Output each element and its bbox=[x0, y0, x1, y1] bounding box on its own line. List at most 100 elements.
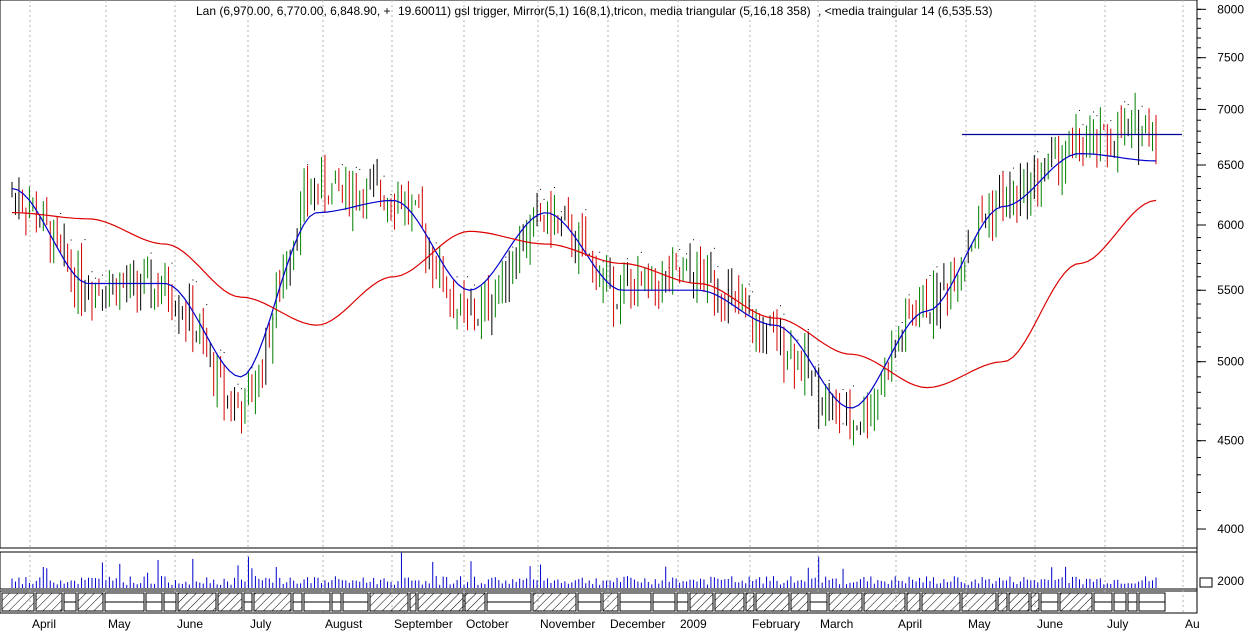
timeline-block bbox=[464, 592, 486, 612]
volume-axis-label: 2000 bbox=[1217, 574, 1244, 588]
trigger-dot bbox=[560, 211, 562, 213]
timeline-block bbox=[417, 592, 464, 612]
trigger-dot bbox=[853, 385, 855, 387]
price-panel-frame bbox=[0, 0, 1198, 549]
trigger-dot bbox=[814, 366, 816, 368]
trigger-dot bbox=[779, 305, 781, 307]
chart-title-overlap: 19.60011) gsl trigger, Mirror(5,1) 16(8,… bbox=[398, 4, 811, 18]
month-label: June bbox=[177, 617, 203, 631]
trigger-dot bbox=[512, 246, 514, 248]
month-label: October bbox=[466, 617, 509, 631]
month-label: November bbox=[540, 617, 595, 631]
trigger-dot bbox=[640, 251, 642, 253]
timeline-block bbox=[755, 592, 790, 612]
trigger-dot bbox=[929, 274, 931, 276]
trigger-dot bbox=[355, 166, 357, 168]
trigger-dot bbox=[842, 388, 844, 390]
timeline-block bbox=[714, 592, 745, 612]
timeline-block bbox=[828, 592, 863, 612]
trigger-dot bbox=[599, 251, 601, 253]
price-tick-label: 6000 bbox=[1217, 218, 1244, 232]
trigger-dot bbox=[866, 392, 868, 394]
indicator-lines bbox=[11, 133, 1182, 409]
trigger-dot bbox=[467, 276, 469, 278]
price-tick-label: 6500 bbox=[1217, 158, 1244, 172]
series-line-long-average bbox=[11, 199, 1157, 389]
trigger-dot bbox=[206, 304, 208, 306]
trigger-dot bbox=[585, 209, 587, 211]
month-label: September bbox=[394, 617, 453, 631]
trigger-dot bbox=[241, 388, 243, 390]
month-label: May bbox=[108, 617, 131, 631]
trigger-dot bbox=[60, 212, 62, 214]
trigger-dot bbox=[390, 193, 392, 195]
trigger-dot bbox=[602, 261, 604, 263]
trigger-dot bbox=[1141, 105, 1143, 107]
price-tick-label: 4500 bbox=[1217, 434, 1244, 448]
trigger-dot bbox=[686, 253, 688, 255]
month-label: July bbox=[1107, 617, 1128, 631]
trigger-dot bbox=[807, 329, 809, 331]
trigger-dot bbox=[70, 239, 72, 241]
trigger-dot bbox=[456, 276, 458, 278]
price-tick-label: 8000 bbox=[1217, 2, 1244, 16]
trigger-dot bbox=[1092, 111, 1094, 113]
month-label: July bbox=[250, 617, 271, 631]
trigger-dot bbox=[101, 274, 103, 276]
trigger-dot bbox=[359, 169, 361, 171]
month-label: June bbox=[1037, 617, 1063, 631]
trigger-dot bbox=[150, 252, 152, 254]
trigger-dot bbox=[195, 281, 197, 283]
trigger-dot bbox=[797, 339, 799, 341]
timeline-block bbox=[77, 592, 104, 612]
price-axis: 4000 4500 5000 5500 6000 6500 7000 7500 8000 2000 bbox=[1196, 0, 1244, 612]
trigger-dot bbox=[341, 164, 343, 166]
trigger-dot bbox=[1110, 120, 1112, 122]
timeline-block bbox=[921, 592, 961, 612]
trigger-dot bbox=[515, 247, 517, 249]
volume-bars bbox=[11, 552, 1157, 588]
timeline-block bbox=[1059, 592, 1093, 612]
trigger-dot bbox=[383, 175, 385, 177]
trigger-dot bbox=[783, 313, 785, 315]
trigger-dot bbox=[526, 220, 528, 222]
trigger-dot bbox=[543, 198, 545, 200]
timeline-block bbox=[35, 592, 63, 612]
trigger-dot bbox=[679, 249, 681, 251]
trigger-dot bbox=[234, 387, 236, 389]
price-tick-label: 5000 bbox=[1217, 355, 1244, 369]
timeline-block bbox=[532, 592, 577, 612]
month-label: May bbox=[968, 617, 991, 631]
trigger-dot bbox=[1082, 124, 1084, 126]
timeline-block bbox=[177, 592, 217, 612]
timeline-block bbox=[906, 592, 921, 612]
volume-panel-frame bbox=[0, 551, 1198, 590]
timeline-block bbox=[689, 592, 714, 612]
trigger-dot bbox=[828, 379, 830, 381]
trigger-dot bbox=[220, 349, 222, 351]
trigger-dot bbox=[540, 188, 542, 190]
trigger-dot bbox=[901, 322, 903, 324]
month-label: February bbox=[752, 617, 800, 631]
trigger-dot bbox=[713, 247, 715, 249]
trigger-dot bbox=[1096, 115, 1098, 117]
trigger-dot bbox=[647, 263, 649, 265]
trigger-dot bbox=[553, 186, 555, 188]
trigger-dot bbox=[91, 271, 93, 273]
volume-scale-box bbox=[1199, 577, 1213, 588]
trigger-dot bbox=[84, 239, 86, 241]
timeline-block bbox=[369, 592, 409, 612]
trigger-dot bbox=[818, 364, 820, 366]
chart-title: Lan (6,970.00, 6,770.00, 6,848.90, + bbox=[196, 4, 391, 18]
month-label: December bbox=[610, 617, 665, 631]
trigger-dot bbox=[192, 279, 194, 281]
series-line-media-traingular bbox=[11, 152, 1157, 409]
trigger-dot bbox=[1079, 109, 1081, 111]
trigger-dot bbox=[752, 291, 754, 293]
month-label: March bbox=[820, 617, 853, 631]
price-tick-label: 4000 bbox=[1217, 522, 1244, 536]
trigger-dot bbox=[1037, 151, 1039, 153]
timeline-blocks bbox=[1, 592, 1166, 612]
